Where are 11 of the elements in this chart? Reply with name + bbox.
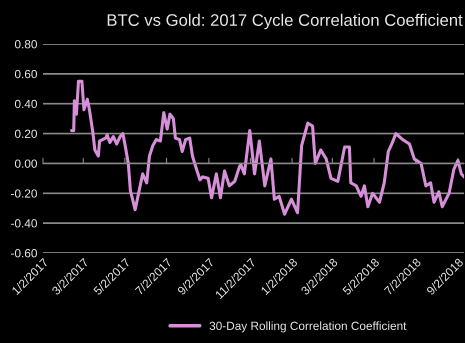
y-tick-label: -0.20: [11, 189, 37, 198]
legend-label: 30-Day Rolling Correlation Coefficient: [210, 321, 406, 332]
y-tick-label: 0.00: [14, 159, 37, 168]
y-tick-label: -0.60: [11, 249, 37, 258]
y-tick-label: 0.80: [14, 40, 37, 48]
line-series: [70, 80, 464, 216]
y-tick-label: 0.60: [14, 70, 37, 78]
y-tick-label: 0.40: [14, 100, 37, 108]
chart-title: BTC vs Gold: 2017 Cycle Correlation Coefficient: [108, 14, 463, 30]
y-tick-label: -0.40: [11, 219, 37, 228]
y-tick-label: 0.20: [14, 130, 37, 138]
